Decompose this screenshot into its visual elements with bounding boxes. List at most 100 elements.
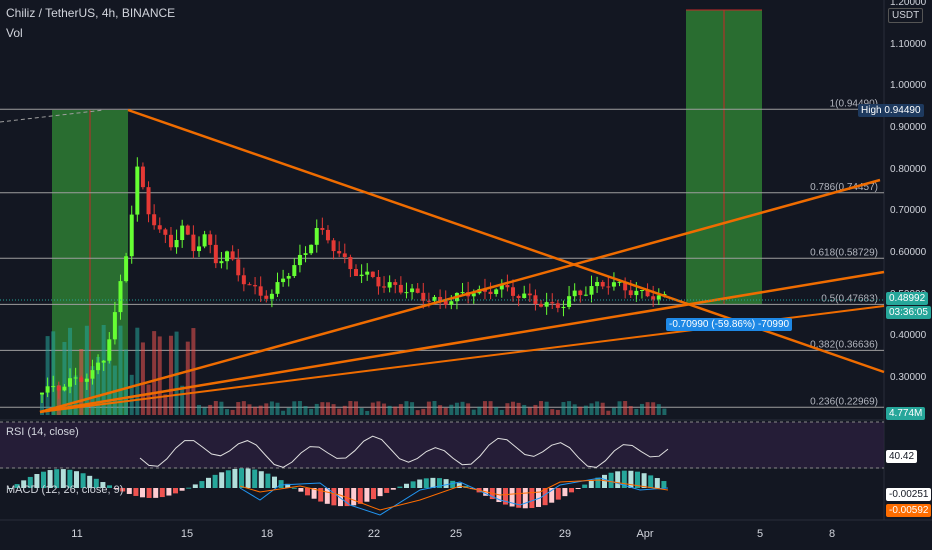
candle-body [488, 291, 493, 295]
macd-bar [338, 488, 343, 507]
candle-body [292, 265, 297, 277]
volume-bar [634, 408, 639, 415]
macd-bar [186, 487, 192, 489]
volume-bar [662, 408, 667, 415]
time-tick: 8 [828, 528, 836, 540]
candle-body [264, 295, 269, 299]
candle-body [365, 271, 370, 275]
macd-bar [87, 475, 93, 488]
candle-body [96, 362, 101, 371]
macd-bar [648, 475, 654, 488]
volume-bar [135, 327, 140, 415]
candle-body [516, 295, 521, 299]
macd-bar [14, 484, 20, 488]
candle-body [112, 312, 117, 340]
volume-bar [129, 374, 134, 415]
volume-bar [73, 375, 78, 415]
macd-bar [67, 469, 73, 488]
candle-body [180, 225, 185, 241]
candle-body [561, 306, 566, 308]
candle-body [320, 227, 325, 230]
candle-body [342, 253, 347, 258]
macd-bar [199, 481, 205, 488]
fib-label: 1(0.94490) [830, 98, 878, 109]
candle-body [494, 289, 499, 295]
volume-bar [505, 403, 510, 415]
volume-bar [40, 395, 44, 415]
price-tick: 1.20000 [890, 0, 927, 8]
candle-body [376, 276, 381, 287]
macd-bar [575, 488, 581, 489]
volume-bar [213, 401, 218, 415]
macd-bar [516, 488, 522, 508]
volume-bar [449, 404, 454, 415]
macd-bar [272, 476, 277, 488]
volume-bar [157, 336, 162, 415]
volume-bar [645, 402, 650, 415]
candle-body [421, 292, 426, 301]
volume-bar [146, 384, 151, 415]
macd-bar [54, 469, 60, 488]
fib-label: 0.786(0.74457) [810, 182, 878, 193]
macd-bar [140, 488, 145, 498]
volume-bar [516, 402, 521, 415]
macd-bar [615, 471, 621, 488]
candle-body [202, 234, 207, 247]
volume-bar [421, 408, 426, 415]
macd-bar [430, 477, 436, 488]
rsi-label: RSI (14, close) [6, 426, 79, 438]
candle-body [555, 303, 560, 308]
candle-body [197, 246, 201, 252]
candle-body [449, 301, 454, 305]
candle-body [68, 378, 73, 387]
volume-bar [124, 349, 129, 415]
macd-bar [278, 480, 284, 488]
candle-body [140, 166, 145, 188]
macd-bar [60, 469, 66, 488]
volume-bar [51, 331, 56, 415]
volume-bar [202, 407, 207, 415]
macd-bar [192, 484, 198, 488]
candle-body [174, 240, 179, 248]
macd-bar [298, 488, 304, 492]
macd-bar [206, 477, 211, 488]
candle-body [303, 253, 308, 255]
candle-body [393, 282, 398, 285]
signal-value-tag: -0.00592 [886, 504, 932, 517]
price-tick: 0.70000 [890, 205, 927, 217]
macd-bar [21, 480, 27, 488]
macd-bar [509, 488, 515, 507]
volume-bar [118, 325, 123, 415]
volume-bar [623, 401, 628, 415]
volume-bar [533, 404, 538, 415]
macd-bar [318, 488, 324, 502]
volume-bar [180, 385, 185, 415]
candle-body [236, 259, 241, 276]
candle-body [258, 286, 263, 296]
volume-bar [309, 408, 314, 415]
candle-body [337, 251, 342, 254]
volume-bar [482, 401, 487, 415]
volume-bar [527, 407, 532, 415]
volume-bar [303, 406, 308, 415]
candle-body [544, 302, 549, 307]
macd-bar [608, 472, 614, 488]
candle-body [432, 296, 437, 301]
volume-bar [286, 407, 291, 415]
volume-bar [651, 402, 656, 415]
volume-bar [600, 402, 605, 415]
candle-body [84, 378, 89, 382]
macd-bar [41, 471, 46, 488]
volume-bar [583, 405, 588, 415]
macd-bar [654, 478, 660, 488]
measure-tooltip[interactable]: -0.70990 (-59.86%) -70990 [666, 318, 793, 331]
candle-body [325, 229, 330, 241]
candle-body [645, 289, 650, 297]
macd-bar [582, 484, 588, 488]
volume-bar [404, 401, 409, 415]
time-tick: 11 [71, 528, 83, 540]
macd-bar [423, 478, 429, 488]
macd-bar [285, 483, 291, 488]
volume-bar [365, 410, 370, 415]
